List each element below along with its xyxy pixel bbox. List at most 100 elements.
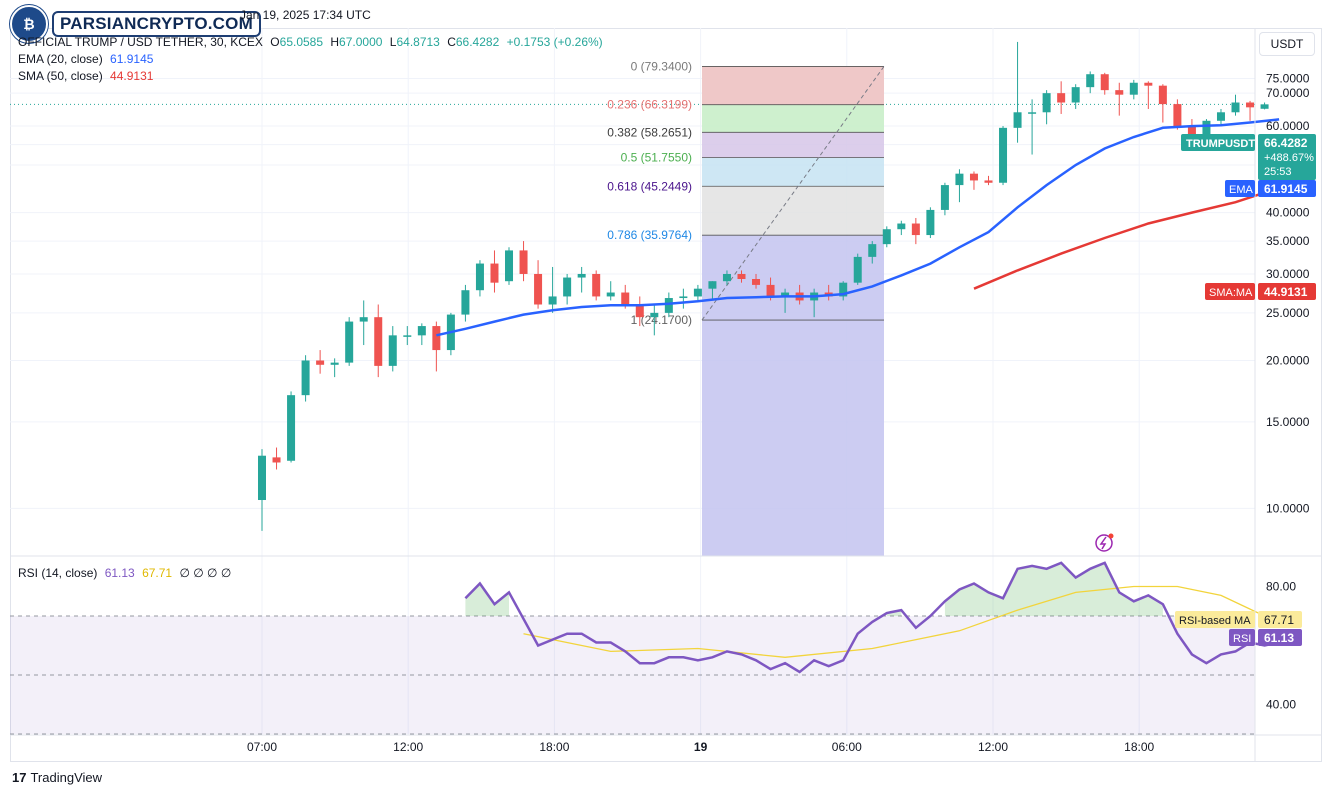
candle-body [1246, 102, 1255, 108]
rsi-legend-extras: ∅ ∅ ∅ ∅ [179, 566, 232, 580]
candle-body [374, 317, 383, 366]
candle-body [781, 292, 790, 297]
candle-body [1086, 74, 1095, 88]
candle-body [1231, 102, 1240, 113]
symbol-tag[interactable]: TRUMPUSDT [1181, 134, 1255, 151]
rsi-pane: 80.00 40.00 [10, 533, 1296, 735]
fib-zone-0.618 [702, 157, 884, 187]
last-price-tag[interactable]: 66.4282 +488.67% 25:53 [1258, 134, 1316, 180]
candle-body [664, 298, 673, 313]
candle-body [330, 362, 339, 365]
tradingview-text: TradingView [30, 770, 103, 785]
sma-price-text: 44.9131 [1264, 285, 1308, 299]
rsi-ma-tag-bg [1175, 611, 1255, 628]
last-price-tag-bg [1258, 134, 1316, 180]
y-tick-label: 35.0000 [1266, 234, 1310, 248]
candle-body [897, 223, 906, 230]
y-tick-label: 25.0000 [1266, 306, 1310, 320]
sma-price-tag[interactable]: 44.9131 [1258, 283, 1316, 300]
ema-legend-label: EMA (20, close) [18, 52, 103, 66]
fib-level-label: 0.236 (66.3199) [607, 98, 692, 112]
fib-level-label: 0 (79.3400) [631, 59, 692, 73]
candle-body [926, 209, 935, 236]
x-tick-label: 19 [694, 740, 708, 754]
chart-frame [10, 28, 1322, 762]
symbol-legend[interactable]: OFFICIAL TRUMP / USD TETHER, 30, KCEX O6… [18, 35, 603, 49]
rsi-ma-legend-value: 67.71 [142, 566, 173, 580]
candle-body [955, 173, 964, 186]
candle-body [461, 290, 470, 315]
rsi-ma-price-tag-bg [1258, 611, 1302, 628]
candle-body [475, 263, 484, 291]
y-tick-label: 15.0000 [1266, 415, 1310, 429]
rsi-y-tick-label: 40.00 [1266, 698, 1296, 712]
ema-legend[interactable]: EMA (20, close) 61.9145 [18, 52, 153, 66]
candle-body [1216, 112, 1225, 121]
y-tick-label: 70.0000 [1266, 86, 1310, 100]
rsi-legend[interactable]: RSI (14, close) 61.13 67.71 ∅ ∅ ∅ ∅ [18, 566, 231, 580]
candle-body [1115, 90, 1124, 95]
currency-button[interactable]: USDT [1259, 32, 1315, 56]
logo-icon: ₿ [10, 5, 48, 43]
tradingview-brand[interactable]: 17 TradingView [12, 770, 102, 785]
sma-legend[interactable]: SMA (50, close) 44.9131 [18, 69, 153, 83]
ema-tag-text: EMA [1229, 184, 1254, 196]
candle-body [693, 288, 702, 297]
countdown-text: 25:53 [1264, 166, 1292, 178]
ema-tag-bg [1225, 180, 1255, 197]
symbol-tag-text: TRUMPUSDT [1186, 138, 1255, 150]
fib-level-label: 0.786 (35.9764) [607, 228, 692, 242]
fib-zone-top [702, 66, 884, 105]
ema-price-tag[interactable]: 61.9145 [1258, 180, 1316, 197]
last-price-text: 66.4282 [1264, 136, 1308, 150]
x-tick-label: 07:00 [247, 740, 277, 754]
fib-level-label: 1 (24.1700) [631, 313, 692, 327]
axes: 10.0000 15.0000 20.0000 25.0000 30.0000 35.00… [10, 28, 1322, 762]
rsi-ma-tag-text: RSI-based MA [1179, 615, 1251, 627]
fib-zone-bottom [702, 320, 884, 556]
candle-body [868, 244, 877, 257]
candle-body [752, 278, 761, 285]
fib-zone-0.5 [702, 132, 884, 158]
candle-body [853, 256, 862, 283]
ema-tag[interactable]: EMA [1225, 180, 1255, 197]
ohlc-change: +0.1753 (+0.26%) [506, 35, 603, 49]
alert-icon-bolt [1099, 536, 1107, 550]
rsi-ma-tag[interactable]: RSI-based MA [1175, 611, 1255, 628]
ema-line [436, 118, 1280, 337]
fibonacci-retracement[interactable]: 0 (79.3400) 0.236 (66.3199) 0.382 (58.2651… [607, 59, 885, 556]
ema-price-tag-bg [1258, 180, 1316, 197]
candle-body [1144, 82, 1153, 86]
rsi-y-tick-label: 80.00 [1266, 580, 1296, 594]
candle-body [301, 360, 310, 396]
y-tick-label: 60.0000 [1266, 119, 1310, 133]
y-tick-label: 10.0000 [1266, 501, 1310, 515]
candle-body [1057, 93, 1066, 103]
candle-body [519, 250, 528, 274]
candle-body [839, 282, 848, 297]
rsi-ma-line [523, 585, 1280, 658]
candle-body [679, 296, 688, 299]
fib-trend-line [701, 66, 885, 321]
candle-body [650, 312, 659, 318]
rsi-tag[interactable]: RSI [1229, 629, 1255, 646]
candle-body [940, 185, 949, 210]
candle-body [388, 335, 397, 366]
x-tick-label: 18:00 [539, 740, 569, 754]
symbol-tag-bg [1181, 134, 1255, 151]
candle-body [505, 250, 514, 282]
candle-body [1028, 112, 1037, 114]
candle-body [708, 281, 717, 289]
rsi-price-tag[interactable]: 61.13 [1258, 629, 1302, 646]
rsi-ma-price-tag[interactable]: 67.71 [1258, 611, 1302, 628]
candle-body [432, 326, 441, 351]
watermark-text: PARSIANCRYPTO.COM [52, 11, 261, 37]
x-tick-label: 06:00 [832, 740, 862, 754]
candle-body [490, 263, 499, 283]
sma-tag[interactable]: SMA:MA [1205, 283, 1255, 300]
candle-body [1260, 104, 1269, 109]
alert-icon[interactable] [1095, 533, 1114, 552]
candle-body [534, 273, 543, 305]
sma-tag-text: SMA:MA [1209, 287, 1253, 299]
